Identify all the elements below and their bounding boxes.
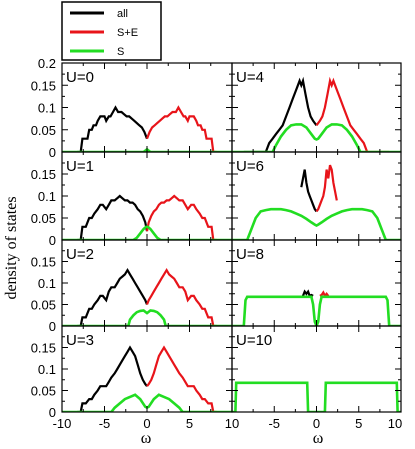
y-tick-label: 0.15 <box>31 167 56 182</box>
y-tick-label: 0 <box>49 145 56 160</box>
series-se-line <box>319 290 330 298</box>
panel-label: U=6 <box>236 158 264 175</box>
panel-label: U=8 <box>236 246 264 263</box>
y-tick-label: 0 <box>49 319 56 334</box>
series-s-line <box>232 381 401 412</box>
panel-label: U=4 <box>236 69 264 86</box>
y-tick-label: 0.15 <box>31 78 56 93</box>
x-tick-label: 5 <box>355 416 362 431</box>
panel-u8: U=8 <box>231 239 402 327</box>
y-tick-label: 0.15 <box>31 255 56 270</box>
legend-label-all: all <box>117 8 128 20</box>
y-tick-label: 0.1 <box>38 362 56 377</box>
panels: U=0 U=1 U=2 U=3 U=4 U=6 U=8 U=10 <box>61 62 402 413</box>
series-all-line <box>77 105 149 152</box>
y-tick-label: 0.1 <box>38 276 56 291</box>
series-all-line <box>77 345 148 412</box>
x-tick-label: 10 <box>388 416 402 431</box>
y-tick-label: 0.1 <box>38 101 56 116</box>
panel-u4: U=4 <box>231 62 402 153</box>
y-tick-label: 0.05 <box>31 211 56 226</box>
y-tick-label: 0 <box>49 233 56 248</box>
y-tick-label: 0.1 <box>38 189 56 204</box>
panel-u2: U=2 <box>61 239 233 327</box>
legend: all S+E S <box>61 1 162 61</box>
series-se-line <box>145 194 217 240</box>
x-tick-label: 0 <box>143 416 150 431</box>
y-tick-label: 0.05 <box>31 384 56 399</box>
panel-u0: U=0 <box>61 62 233 153</box>
series-se-line <box>315 76 390 152</box>
x-axis-label-left: ω <box>141 430 152 447</box>
y-tick-label: 0.15 <box>31 341 56 356</box>
panel-label: U=0 <box>66 69 94 86</box>
series-s-line <box>62 225 232 240</box>
series-s-line <box>62 309 232 326</box>
x-tick-label: 0 <box>313 416 320 431</box>
series-se-line <box>315 164 338 213</box>
legend-label-s: S <box>117 46 124 58</box>
y-axis-label: density of states <box>3 196 20 299</box>
y-tick-label: 0.05 <box>31 298 56 313</box>
panel-u6: U=6 <box>231 151 402 241</box>
panel-u10: U=10 <box>231 325 402 413</box>
series-s-line <box>232 123 401 152</box>
tick-labels: 00.050.10.150.200.050.10.1500.050.10.150… <box>31 56 403 431</box>
series-se-line <box>145 267 217 326</box>
panel-label: U=1 <box>66 158 94 175</box>
y-tick-label: 0 <box>49 405 56 420</box>
series-se-line <box>145 105 217 152</box>
series-all-line <box>301 289 314 298</box>
axis-labels: density of states ω ω <box>3 196 323 447</box>
y-tick-label: 0.05 <box>31 123 56 138</box>
x-tick-label: -10 <box>53 416 72 431</box>
panel-label: U=2 <box>66 246 94 263</box>
y-tick-label: 0.2 <box>38 56 56 71</box>
panel-label: U=3 <box>66 332 94 349</box>
panel-label: U=10 <box>236 332 272 349</box>
series-all-line <box>243 76 318 152</box>
panel-u3: U=3 <box>61 325 233 413</box>
x-tick-label: 5 <box>186 416 193 431</box>
legend-label-se: S+E <box>117 27 138 39</box>
panel-u1: U=1 <box>61 151 233 241</box>
series-se-line <box>146 345 217 412</box>
series-s-line <box>232 295 401 326</box>
x-axis-label-right: ω <box>313 430 324 447</box>
series-s-line <box>232 207 401 240</box>
x-tick-label: -5 <box>268 416 280 431</box>
series-all-line <box>77 194 149 240</box>
series-all-line <box>300 169 318 213</box>
x-tick-label: -5 <box>99 416 111 431</box>
x-tick-label: 10 <box>225 416 239 431</box>
series-all-line <box>77 267 149 326</box>
